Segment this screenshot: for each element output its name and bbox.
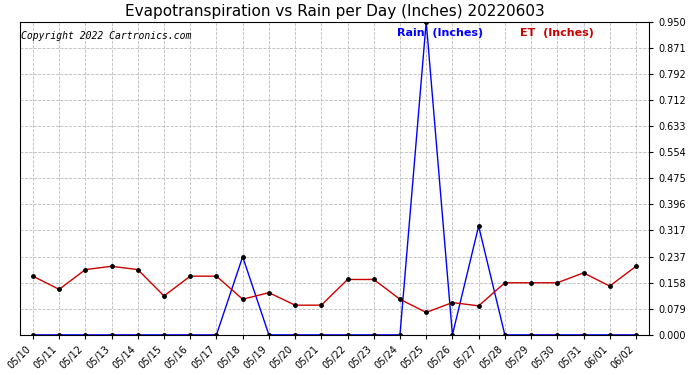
Text: ET  (Inches): ET (Inches) <box>520 28 594 38</box>
Title: Evapotranspiration vs Rain per Day (Inches) 20220603: Evapotranspiration vs Rain per Day (Inch… <box>125 4 544 19</box>
Text: Rain  (Inches): Rain (Inches) <box>397 28 484 38</box>
Text: Copyright 2022 Cartronics.com: Copyright 2022 Cartronics.com <box>21 31 191 41</box>
